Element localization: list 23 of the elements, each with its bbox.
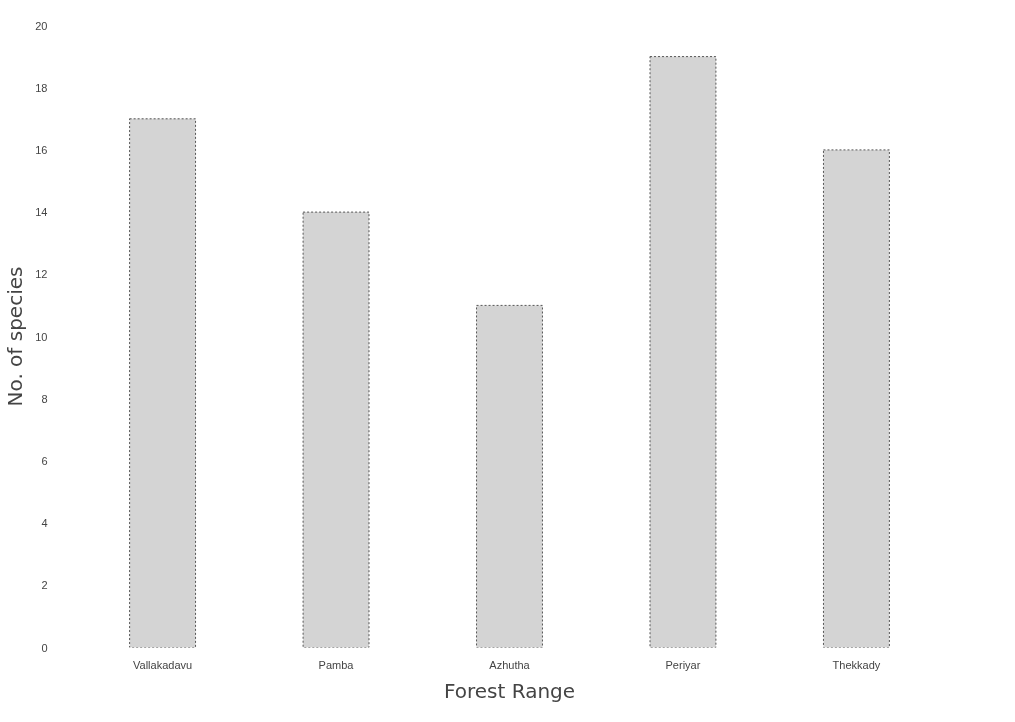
y-tick-label: 20 — [35, 19, 48, 32]
x-tick-label: Periyar — [665, 658, 701, 671]
x-tick-label: Pamba — [318, 658, 355, 671]
y-tick-label: 8 — [41, 392, 48, 405]
x-tick-label: Vallakadavu — [133, 658, 193, 671]
y-tick-label: 6 — [41, 454, 48, 467]
y-tick-label: 2 — [41, 579, 48, 592]
x-tick-label: Azhutha — [489, 658, 531, 671]
y-axis-title: No. of species — [3, 266, 28, 407]
x-tick-label: Thekkady — [832, 658, 881, 671]
bar — [822, 149, 890, 648]
y-tick-label: 12 — [35, 268, 48, 281]
y-tick-label: 4 — [41, 517, 48, 530]
bar — [302, 211, 370, 648]
bar — [476, 304, 543, 648]
y-tick-label: 16 — [35, 143, 48, 156]
bar — [649, 56, 717, 648]
y-tick-label: 18 — [35, 81, 48, 94]
y-tick-label: 0 — [41, 641, 48, 654]
x-axis-title: Forest Range — [443, 678, 576, 703]
y-tick-label: 10 — [35, 330, 48, 343]
bar — [129, 118, 197, 648]
y-tick-label: 14 — [35, 206, 48, 219]
